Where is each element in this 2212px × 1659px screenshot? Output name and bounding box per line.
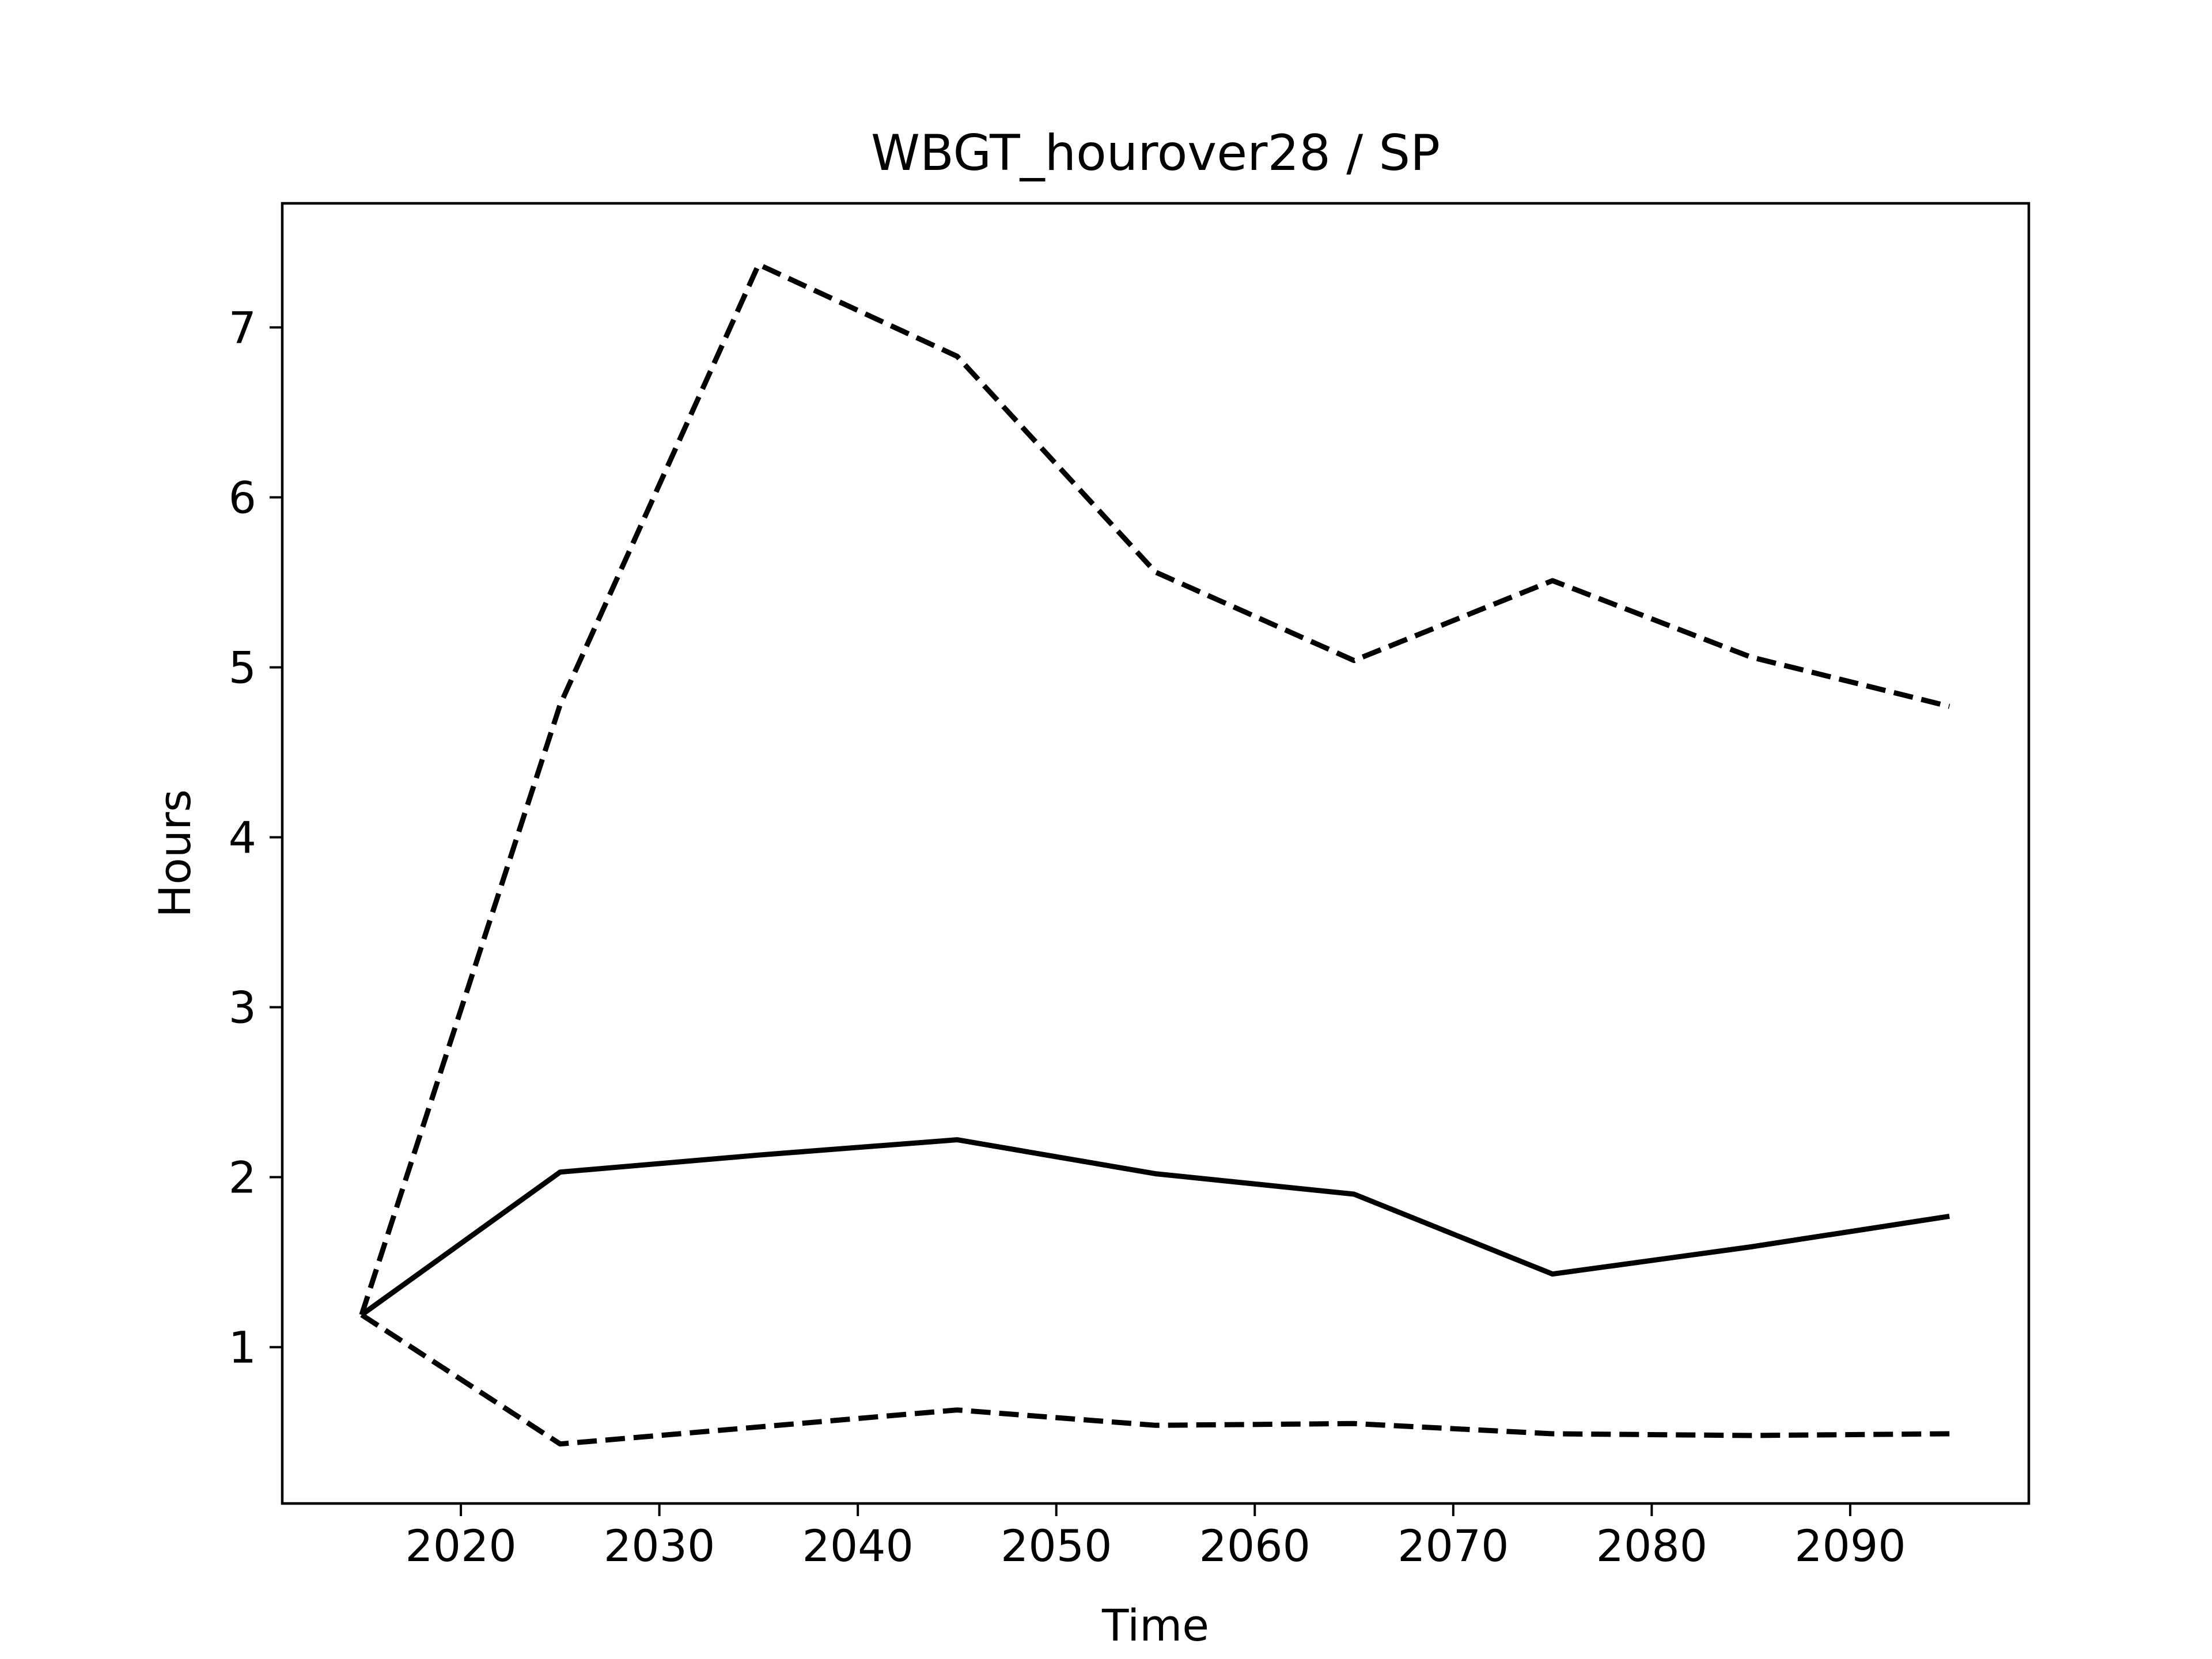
x-tick-label: 2020	[405, 1520, 516, 1571]
y-axis-label: Hours	[149, 789, 200, 918]
chart-title: WBGT_hourover28 / SP	[871, 124, 1440, 182]
x-tick-label: 2050	[1001, 1520, 1112, 1571]
x-axis-label: Time	[1101, 1600, 1209, 1651]
x-tick-label: 2080	[1596, 1520, 1707, 1571]
x-tick-label: 2040	[802, 1520, 913, 1571]
lower-bound-line	[360, 1312, 1950, 1447]
y-tick-label: 6	[229, 472, 256, 523]
x-tick-label: 2060	[1199, 1520, 1310, 1571]
series-layer	[359, 262, 1950, 1447]
x-tick-label: 2070	[1397, 1520, 1509, 1571]
x-tick-label: 2030	[604, 1520, 715, 1571]
x-tick-label: 2090	[1794, 1520, 1906, 1571]
median-line	[360, 1137, 1950, 1317]
y-tick-label: 2	[229, 1152, 256, 1203]
y-tick-label: 4	[229, 812, 256, 863]
x-axis: 2020 2030 2040 2050 2060 2070 2080 2090	[405, 1503, 1906, 1571]
y-axis: 1 2 3 4 5 6 7	[229, 302, 282, 1373]
y-tick-label: 7	[229, 302, 256, 353]
upper-bound-line	[359, 262, 1950, 1316]
y-tick-label: 5	[229, 642, 256, 693]
y-tick-label: 3	[229, 982, 256, 1033]
plot-area-frame	[281, 202, 2031, 1505]
y-tick-label: 1	[229, 1322, 256, 1373]
